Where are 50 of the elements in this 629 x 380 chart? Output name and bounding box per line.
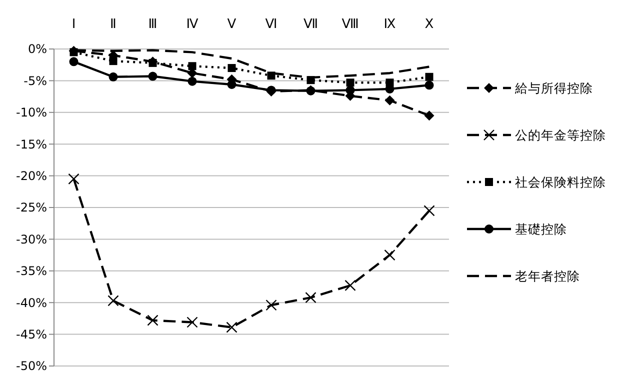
y-tick-label: -25% xyxy=(16,200,47,215)
point xyxy=(424,110,434,121)
y-tick-label: -5% xyxy=(24,74,47,88)
point xyxy=(226,322,238,333)
point xyxy=(69,57,78,66)
legend-label: 給与所得控除 xyxy=(514,80,593,96)
point xyxy=(425,72,434,81)
point xyxy=(384,249,396,261)
point xyxy=(228,64,236,72)
point xyxy=(148,72,158,81)
point xyxy=(346,78,354,87)
x-tick-label: Ⅲ xyxy=(148,17,158,32)
y-tick-label: -35% xyxy=(16,264,47,278)
x-tick-label: Ⅶ xyxy=(303,17,318,32)
x-tick-label: Ⅹ xyxy=(424,17,434,32)
point xyxy=(344,280,356,292)
point xyxy=(188,62,196,70)
x-tick-label: Ⅸ xyxy=(384,17,396,32)
point xyxy=(267,72,276,80)
point xyxy=(147,314,158,326)
legend-label: 基礎控除 xyxy=(515,221,567,236)
point xyxy=(424,80,434,90)
y-tick-label: 0% xyxy=(28,42,47,56)
x-tick-label: Ⅷ xyxy=(342,17,359,32)
y-tick-label: -10% xyxy=(16,106,47,120)
y-tick-label: -20% xyxy=(16,169,47,183)
point xyxy=(68,173,80,185)
point xyxy=(386,78,394,87)
point xyxy=(306,76,315,84)
point xyxy=(188,76,197,86)
point xyxy=(266,300,277,311)
point xyxy=(424,205,435,216)
point xyxy=(305,292,316,304)
point xyxy=(108,295,119,306)
y-tick-label: -50% xyxy=(16,359,47,374)
x-tick-label: Ⅵ xyxy=(265,17,278,32)
point xyxy=(384,95,395,106)
x-tick-label: Ⅰ xyxy=(72,17,76,32)
y-tick-label: -45% xyxy=(16,328,47,342)
y-tick-label: -40% xyxy=(16,296,47,310)
x-tick-label: Ⅱ xyxy=(110,17,116,32)
point xyxy=(108,72,118,82)
point xyxy=(186,316,198,328)
y-tick-label: -15% xyxy=(16,137,47,152)
x-tick-label: Ⅴ xyxy=(227,17,236,32)
y-tick-label: -30% xyxy=(16,232,47,246)
legend-label: 老年者控除 xyxy=(515,268,580,284)
x-tick-label: Ⅳ xyxy=(186,17,198,32)
legend-label: 社会保険料控除 xyxy=(515,174,606,190)
legend-label: 公的年金等控除 xyxy=(515,127,606,142)
